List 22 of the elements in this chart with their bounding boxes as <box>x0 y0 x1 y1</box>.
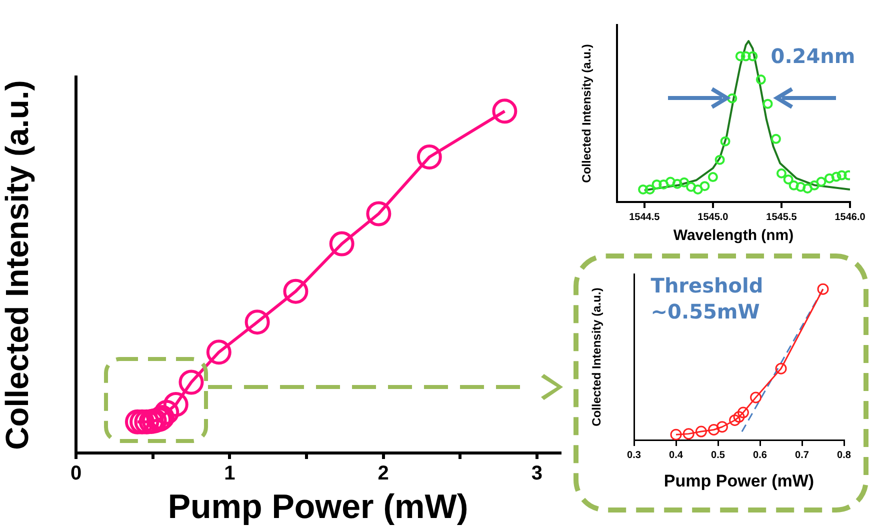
x-tick-label: 0.5 <box>711 450 726 461</box>
x-tick-label: 1545.5 <box>766 212 798 223</box>
x-tick-label: 0 <box>70 462 82 485</box>
x-tick-label: 2 <box>378 462 389 485</box>
x-tick-label: 0.4 <box>669 450 684 461</box>
x-axis-title: Pump Power (mW) <box>664 471 814 490</box>
y-axis-title: Collected Intensity (a.u.) <box>590 288 604 426</box>
x-tick-label: 3 <box>531 462 543 485</box>
x-tick-label: 1544.5 <box>629 212 660 223</box>
x-tick-label: 1546.0 <box>834 212 866 223</box>
x-tick-label: 0.7 <box>795 450 810 461</box>
x-axis-title: Wavelength (nm) <box>673 227 794 244</box>
x-tick-label: 1545.0 <box>698 212 729 223</box>
annotation: 0.24nm <box>770 44 856 68</box>
y-axis-title: Collected Intensity (a.u.) <box>0 80 36 450</box>
y-axis-title: Collected Intensity (a.u.) <box>580 44 594 183</box>
x-tick-label: 1 <box>224 462 236 485</box>
x-tick-label: 0.6 <box>753 450 768 461</box>
x-tick-label: 0.8 <box>837 450 852 461</box>
annotation: Threshold ~0.55mW <box>650 274 764 324</box>
x-tick-label: 0.3 <box>627 450 642 461</box>
x-axis-title: Pump Power (mW) <box>168 488 468 526</box>
